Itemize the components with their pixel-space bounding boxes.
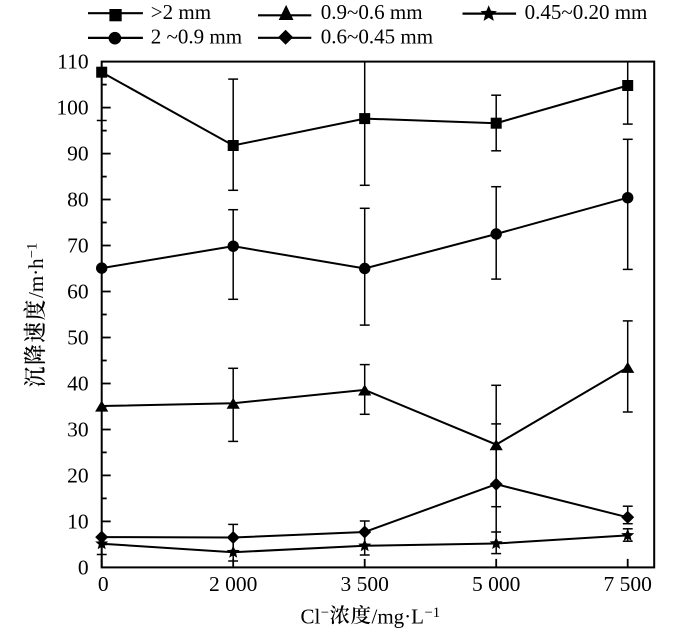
- svg-text:0: 0: [78, 556, 89, 580]
- svg-text:>2 mm: >2 mm: [151, 0, 211, 24]
- svg-text:5 000: 5 000: [472, 572, 520, 596]
- svg-text:/mg·L: /mg·L: [372, 605, 425, 629]
- svg-text:0.45~0.20 mm: 0.45~0.20 mm: [525, 0, 648, 24]
- svg-text:70: 70: [67, 234, 89, 258]
- svg-text:/m·h: /m·h: [24, 258, 48, 298]
- svg-text:0: 0: [98, 572, 109, 596]
- svg-text:0.9~0.6 mm: 0.9~0.6 mm: [321, 0, 423, 24]
- svg-text:60: 60: [67, 280, 89, 304]
- svg-text:3 500: 3 500: [341, 572, 389, 596]
- svg-text:100: 100: [56, 96, 88, 120]
- svg-text:0.6~0.45 mm: 0.6~0.45 mm: [321, 25, 433, 49]
- svg-text:−1: −1: [25, 243, 41, 259]
- svg-text:110: 110: [57, 50, 88, 74]
- svg-text:Cl: Cl: [301, 605, 321, 629]
- svg-text:50: 50: [67, 326, 89, 350]
- svg-text:7 500: 7 500: [604, 572, 652, 596]
- svg-text:−: −: [321, 605, 329, 621]
- svg-text:30: 30: [67, 418, 89, 442]
- svg-text:2 ~0.9 mm: 2 ~0.9 mm: [151, 25, 242, 49]
- svg-text:2 000: 2 000: [209, 572, 257, 596]
- svg-text:20: 20: [67, 464, 89, 488]
- svg-text:−1: −1: [425, 605, 441, 621]
- svg-text:90: 90: [67, 142, 89, 166]
- svg-text:80: 80: [67, 188, 89, 212]
- svg-text:10: 10: [67, 510, 89, 534]
- svg-text:40: 40: [67, 372, 89, 396]
